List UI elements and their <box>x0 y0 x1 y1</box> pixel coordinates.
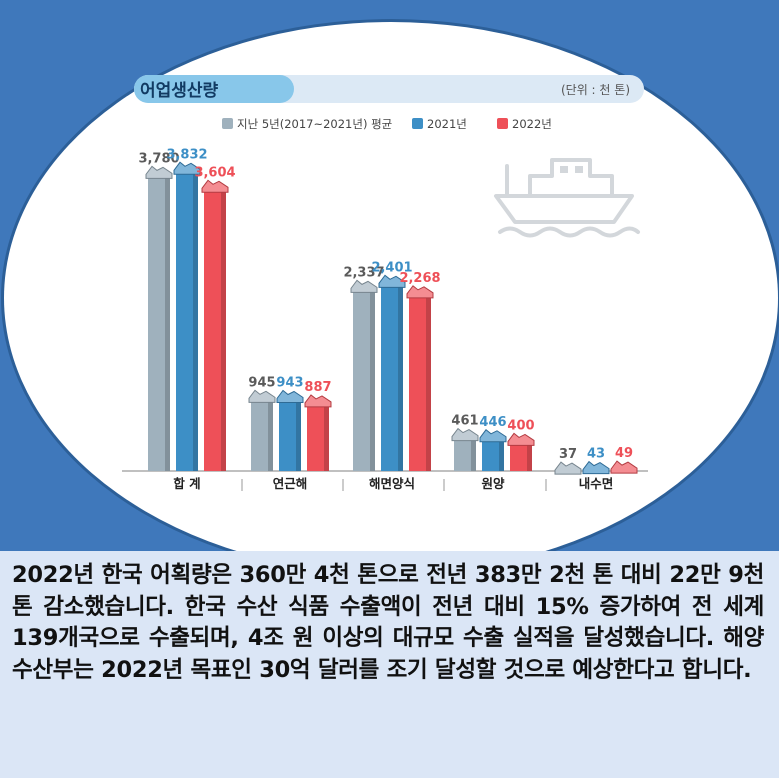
category-label-2: 해면양식 <box>369 476 415 491</box>
bar-body <box>204 186 226 471</box>
bar-cap <box>304 394 332 408</box>
bar-body <box>381 281 403 471</box>
bar-shade <box>499 435 504 471</box>
bar-cap <box>201 179 229 193</box>
bar-shade <box>296 396 301 471</box>
bar-cap <box>350 279 378 293</box>
bar-body <box>454 434 476 471</box>
bar-cap <box>507 432 535 446</box>
bar-cap <box>276 389 304 404</box>
value-label-0-0: 3,780 <box>138 151 179 166</box>
category-label-3: 원양 <box>481 476 505 491</box>
category-separators <box>241 479 547 491</box>
bar-1-1 <box>276 389 304 471</box>
bar-0-1 <box>173 161 201 471</box>
bar-body <box>279 396 301 471</box>
bar-cap <box>145 165 173 179</box>
bar-cap <box>378 274 406 288</box>
bar-4-2 <box>610 460 638 474</box>
value-label-3-0: 461 <box>451 414 478 429</box>
value-label-4-2: 49 <box>615 446 633 461</box>
bar-cap <box>451 427 479 442</box>
value-label-1-1: 943 <box>276 376 303 391</box>
bar-shade <box>324 400 329 471</box>
bar-shade <box>471 434 476 471</box>
bar-2-2 <box>406 285 434 471</box>
bar-shade <box>398 281 403 471</box>
category-label-1: 연근해 <box>273 476 308 491</box>
legend-label-1: 2021년 <box>427 117 467 131</box>
bar-4-0 <box>554 461 582 475</box>
bar-1-2 <box>304 394 332 471</box>
bar-2-0 <box>350 279 378 471</box>
bar-body <box>176 168 198 471</box>
value-label-1-2: 887 <box>304 380 331 395</box>
legend-swatch-0 <box>222 118 233 129</box>
legend-label-2: 2022년 <box>512 117 552 131</box>
caption-text: 2022년 한국 어획량은 360만 4천 톤으로 전년 383만 2천 톤 대… <box>12 562 764 683</box>
bar-cap <box>479 429 507 443</box>
bar-shade <box>221 186 226 471</box>
bar-cap <box>554 461 582 475</box>
category-label-4: 내수면 <box>579 476 614 491</box>
bar-shade <box>527 439 532 471</box>
bar-cap <box>582 460 610 475</box>
bar-body <box>409 291 431 471</box>
value-label-4-1: 43 <box>587 447 605 462</box>
bar-shade <box>268 396 273 471</box>
bar-2-1 <box>378 274 406 471</box>
value-label-3-2: 400 <box>507 418 534 433</box>
bar-shade <box>370 286 375 471</box>
legend-swatch-2 <box>497 118 508 129</box>
bar-body <box>251 396 273 471</box>
bar-body <box>510 439 532 471</box>
bar-body <box>353 286 375 471</box>
value-label-3-1: 446 <box>479 415 506 430</box>
bar-3-1 <box>479 429 507 471</box>
value-label-2-0: 2,337 <box>343 265 384 280</box>
value-label-2-1: 2,401 <box>371 260 412 275</box>
bar-marks <box>145 161 638 475</box>
bar-cap <box>406 285 434 299</box>
caption-panel <box>0 551 779 778</box>
value-label-0-1: 3,832 <box>166 147 207 162</box>
value-label-2-2: 2,268 <box>399 271 440 286</box>
bar-0-0 <box>145 165 173 471</box>
legend-label-0: 지난 5년(2017~2021년) 평균 <box>237 117 392 131</box>
fishery-production-chart: 어업생산량 (단위 : 천 톤) 지난 5년(2017~2021년) 평균 202… <box>122 75 648 491</box>
bar-body <box>307 400 329 471</box>
bar-cap <box>248 389 276 403</box>
bar-body <box>482 435 504 471</box>
value-label-1-0: 945 <box>248 375 275 390</box>
bar-cap <box>173 161 201 175</box>
value-label-0-2: 3,604 <box>194 165 235 180</box>
bar-3-2 <box>507 432 535 471</box>
bar-shade <box>165 172 170 471</box>
legend-swatch-1 <box>412 118 423 129</box>
bar-0-2 <box>201 179 229 471</box>
bar-3-0 <box>451 427 479 471</box>
chart-unit: (단위 : 천 톤) <box>561 82 630 97</box>
title-bar-highlight <box>134 75 294 103</box>
value-label-4-0: 37 <box>559 447 577 462</box>
ship-icon <box>494 158 640 238</box>
bar-body <box>148 172 170 471</box>
chart-legend: 지난 5년(2017~2021년) 평균 2021년 2022년 <box>222 117 552 131</box>
bar-1-0 <box>248 389 276 471</box>
category-label-0: 합 계 <box>173 476 200 491</box>
bar-shade <box>193 168 198 471</box>
bar-4-1 <box>582 460 610 475</box>
chart-title: 어업생산량 <box>140 81 219 101</box>
bar-cap <box>610 460 638 474</box>
category-labels: 합 계 연근해 해면양식 원양 내수면 <box>173 476 613 491</box>
bar-shade <box>426 291 431 471</box>
